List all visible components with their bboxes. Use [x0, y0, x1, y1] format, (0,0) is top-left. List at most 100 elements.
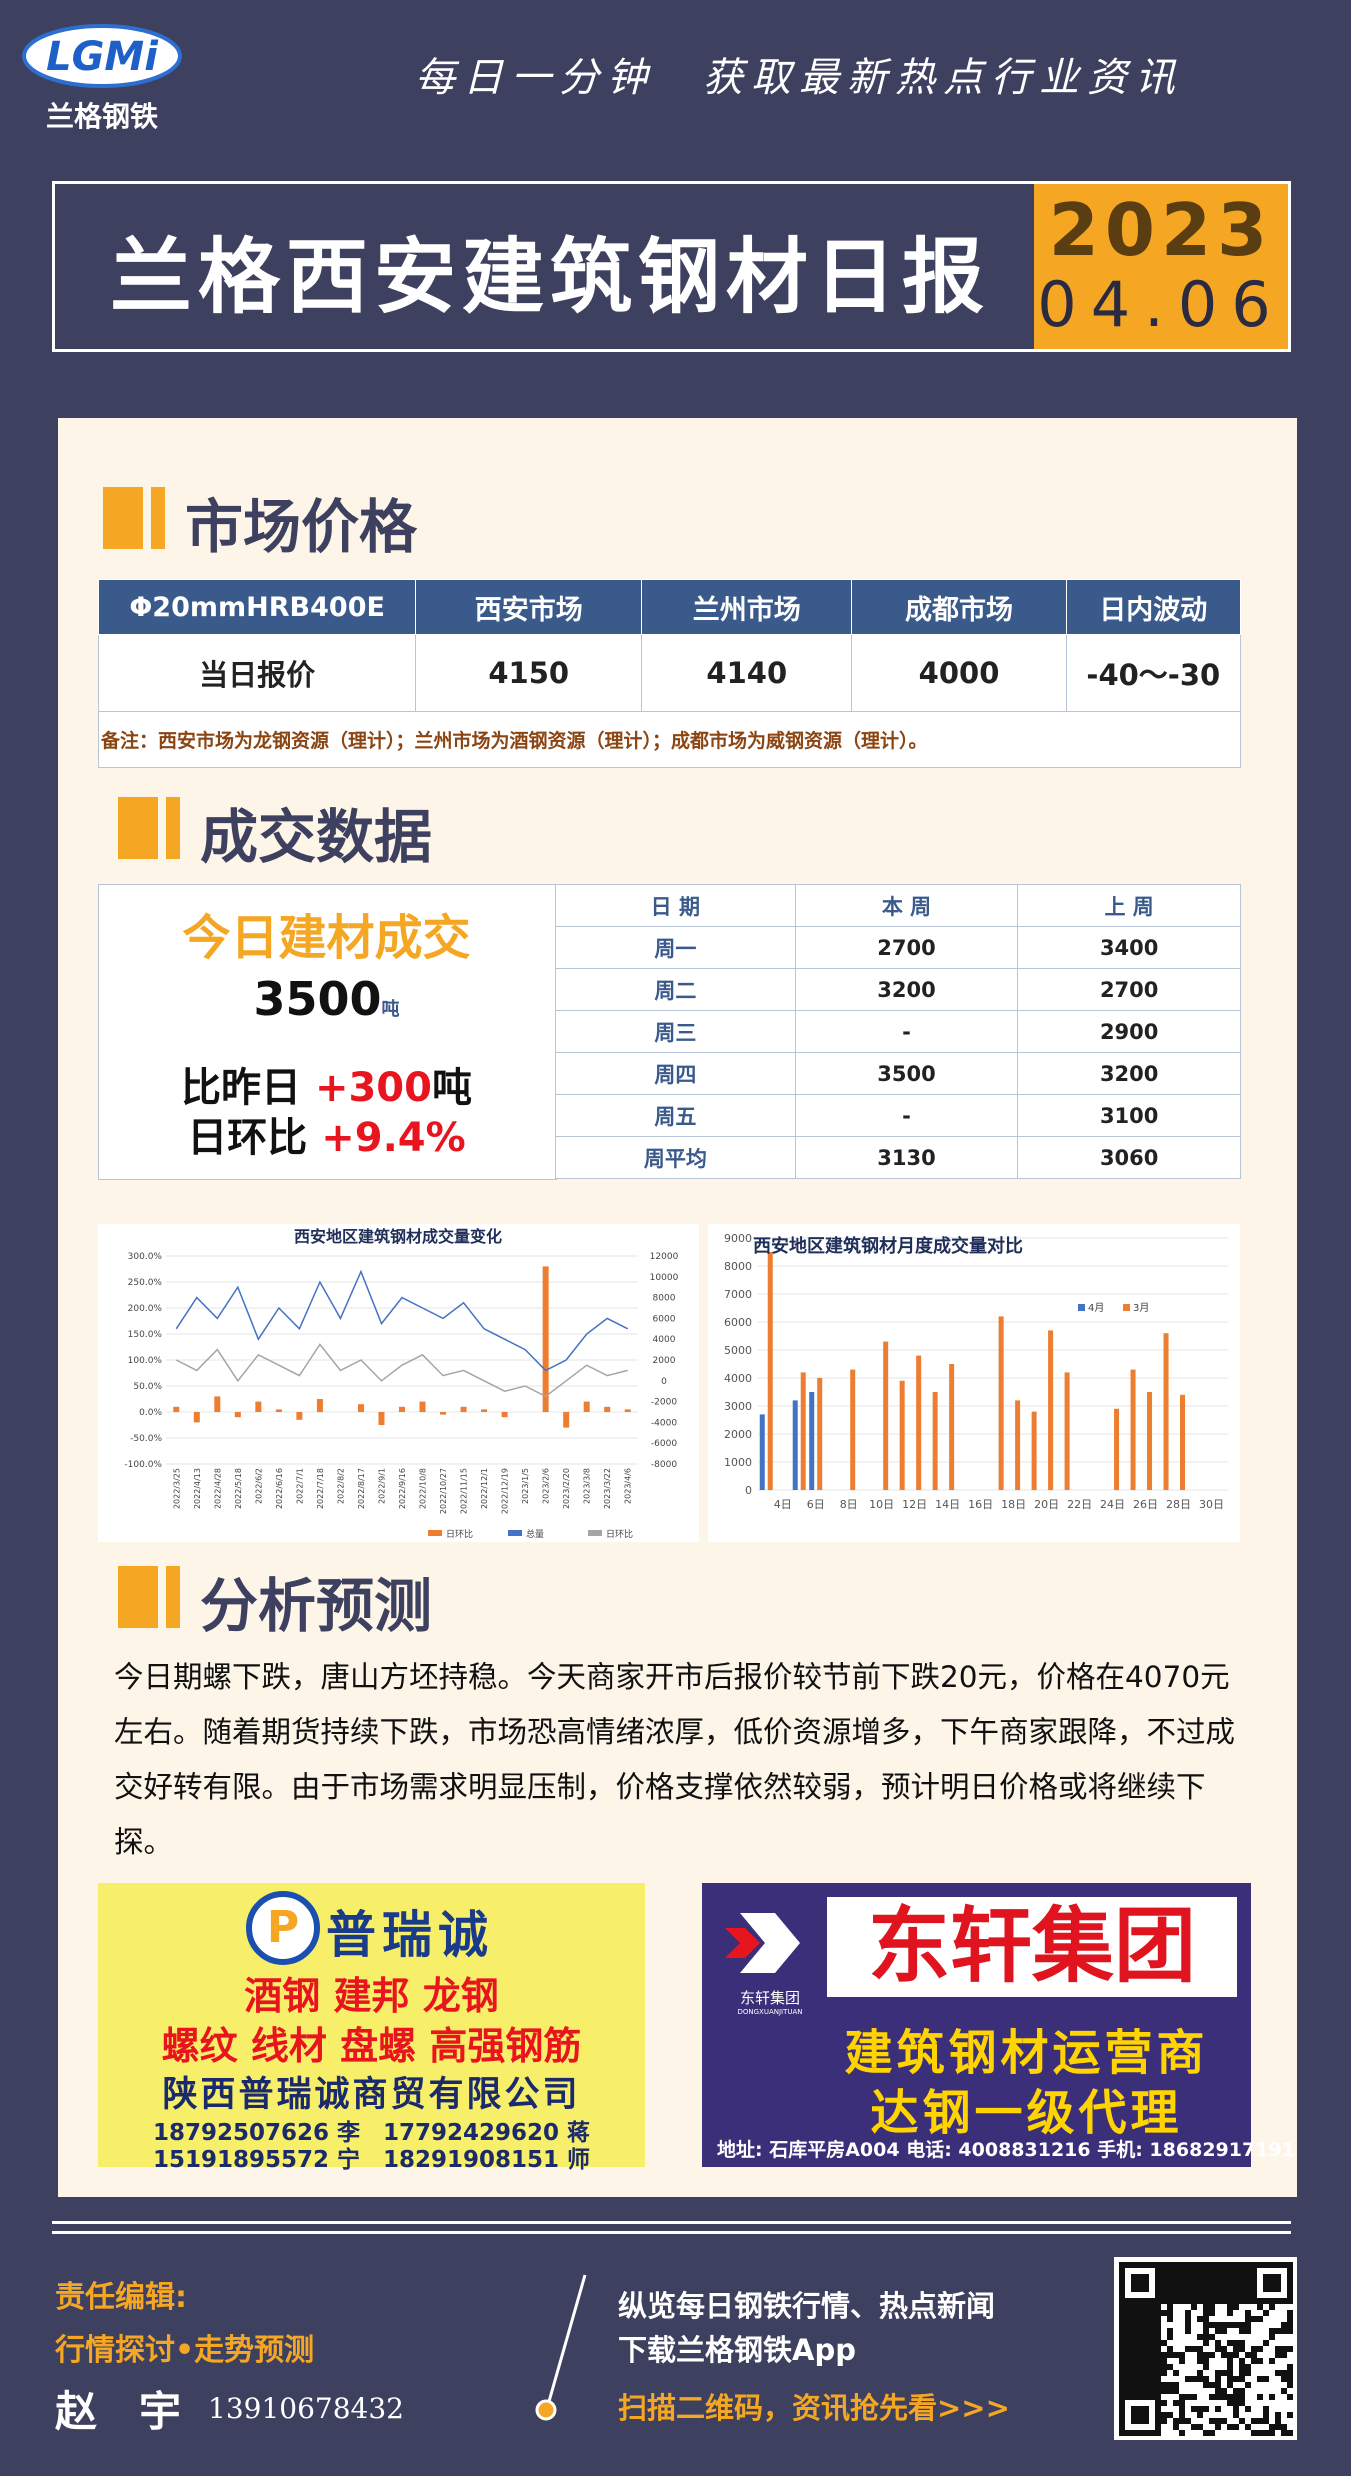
- qr-module: [1239, 2400, 1245, 2406]
- y-tick-label: 7000: [724, 1288, 752, 1301]
- trade-summary: [98, 884, 557, 1180]
- qr-module: [1287, 2328, 1293, 2334]
- qr-module: [1239, 2268, 1245, 2274]
- bar: [440, 1412, 447, 1415]
- compare-unit: 吨: [431, 1065, 472, 1111]
- y-tick-label: 0: [745, 1484, 752, 1497]
- qr-module: [1209, 2292, 1215, 2298]
- qr-module: [1179, 2358, 1185, 2364]
- qr-module: [1143, 2430, 1149, 2436]
- cell: 周四: [555, 1052, 796, 1095]
- qr-module: [1119, 2388, 1125, 2394]
- qr-module: [1239, 2370, 1245, 2376]
- qr-module: [1239, 2376, 1245, 2382]
- qr-module: [1245, 2292, 1251, 2298]
- qr-module: [1203, 2382, 1209, 2388]
- cell: 3500: [794, 1052, 1019, 1095]
- qr-module: [1167, 2262, 1173, 2268]
- qr-module: [1137, 2340, 1143, 2346]
- qr-module: [1131, 2370, 1137, 2376]
- cell: 3200: [794, 968, 1019, 1011]
- qr-module: [1179, 2268, 1185, 2274]
- qr-module: [1203, 2328, 1209, 2334]
- legend-label: 日环比: [606, 1528, 633, 1540]
- qr-module: [1209, 2352, 1215, 2358]
- qr-module: [1179, 2280, 1185, 2286]
- qr-module: [1191, 2286, 1197, 2292]
- bar: [255, 1401, 262, 1412]
- qr-module: [1131, 2274, 1137, 2280]
- qr-module: [1203, 2298, 1209, 2304]
- qr-module: [1191, 2346, 1197, 2352]
- qr-module: [1191, 2424, 1197, 2430]
- qr-module: [1215, 2424, 1221, 2430]
- qr-module: [1215, 2268, 1221, 2274]
- chevron: [725, 1928, 760, 1958]
- qr-module: [1125, 2358, 1131, 2364]
- qr-module: [1287, 2262, 1293, 2268]
- qr-module: [1137, 2298, 1143, 2304]
- qr-module: [1161, 2286, 1167, 2292]
- x-tick-label: 2022/9/1: [377, 1468, 386, 1504]
- qr-module: [1215, 2388, 1221, 2394]
- qr-module: [1221, 2328, 1227, 2334]
- qr-module: [1137, 2430, 1143, 2436]
- y-tick-label: -100.0%: [124, 1460, 162, 1470]
- qr-module: [1137, 2418, 1143, 2424]
- qr-module: [1155, 2400, 1161, 2406]
- y2-tick-label: 4000: [653, 1335, 676, 1345]
- qr-module: [1209, 2274, 1215, 2280]
- qr-module: [1251, 2280, 1257, 2286]
- qr-module: [1263, 2286, 1269, 2292]
- qr-module: [1161, 2298, 1167, 2304]
- qr-module: [1281, 2376, 1287, 2382]
- bar: [916, 1355, 922, 1490]
- section-icon: [166, 1566, 180, 1628]
- qr-module: [1191, 2406, 1197, 2412]
- header-cell: 西安市场: [415, 579, 643, 635]
- y-tick-label: 1000: [724, 1456, 752, 1469]
- line: [175, 1343, 628, 1398]
- bar: [399, 1406, 405, 1412]
- qr-module: [1227, 2262, 1233, 2268]
- qr-module: [1287, 2370, 1293, 2376]
- qr-module: [1155, 2274, 1161, 2280]
- qr-module: [1203, 2310, 1209, 2316]
- qr-module: [1203, 2262, 1209, 2268]
- qr-module: [1215, 2292, 1221, 2298]
- qr-module: [1185, 2292, 1191, 2298]
- qr-module: [1179, 2292, 1185, 2298]
- qr-module: [1173, 2262, 1179, 2268]
- qr-code[interactable]: [1114, 2257, 1297, 2440]
- qr-module: [1119, 2334, 1125, 2340]
- qr-module: [1191, 2292, 1197, 2298]
- title: 兰格西安建筑钢材日报: [109, 230, 990, 325]
- bar: [193, 1412, 200, 1423]
- section-icon: [151, 487, 165, 549]
- qr-module: [1233, 2412, 1239, 2418]
- qr-module: [1155, 2382, 1161, 2388]
- qr-module: [1149, 2262, 1155, 2268]
- qr-module: [1125, 2328, 1131, 2334]
- ad-pureicheng[interactable]: P 普瑞诚 酒钢 建邦 龙钢 螺纹 线材 盘螺 高强钢筋 陕西普瑞诚商贸有限公司…: [98, 1883, 645, 2173]
- qr-module: [1125, 2310, 1131, 2316]
- legend-swatch: [508, 1530, 522, 1536]
- qr-module: [1275, 2298, 1281, 2304]
- qr-module: [1227, 2286, 1233, 2292]
- qr-module: [1167, 2388, 1173, 2394]
- qr-module: [1203, 2340, 1209, 2346]
- qr-module: [1137, 2322, 1143, 2328]
- qr-module: [1131, 2280, 1137, 2286]
- qr-module: [1161, 2364, 1167, 2370]
- qr-module: [1149, 2322, 1155, 2328]
- ad-dongxuan[interactable]: 东轩集团 DONGXUANJITUAN 东轩集团 建筑钢材运营商 达钢一级代理 …: [702, 1883, 1295, 2167]
- qr-module: [1155, 2424, 1161, 2430]
- qr-module: [1173, 2370, 1179, 2376]
- qr-module: [1143, 2364, 1149, 2370]
- qr-module: [1263, 2274, 1269, 2280]
- qr-module: [1251, 2418, 1257, 2424]
- qr-module: [1179, 2262, 1185, 2268]
- qr-module: [1167, 2268, 1173, 2274]
- bar: [1147, 1392, 1153, 1490]
